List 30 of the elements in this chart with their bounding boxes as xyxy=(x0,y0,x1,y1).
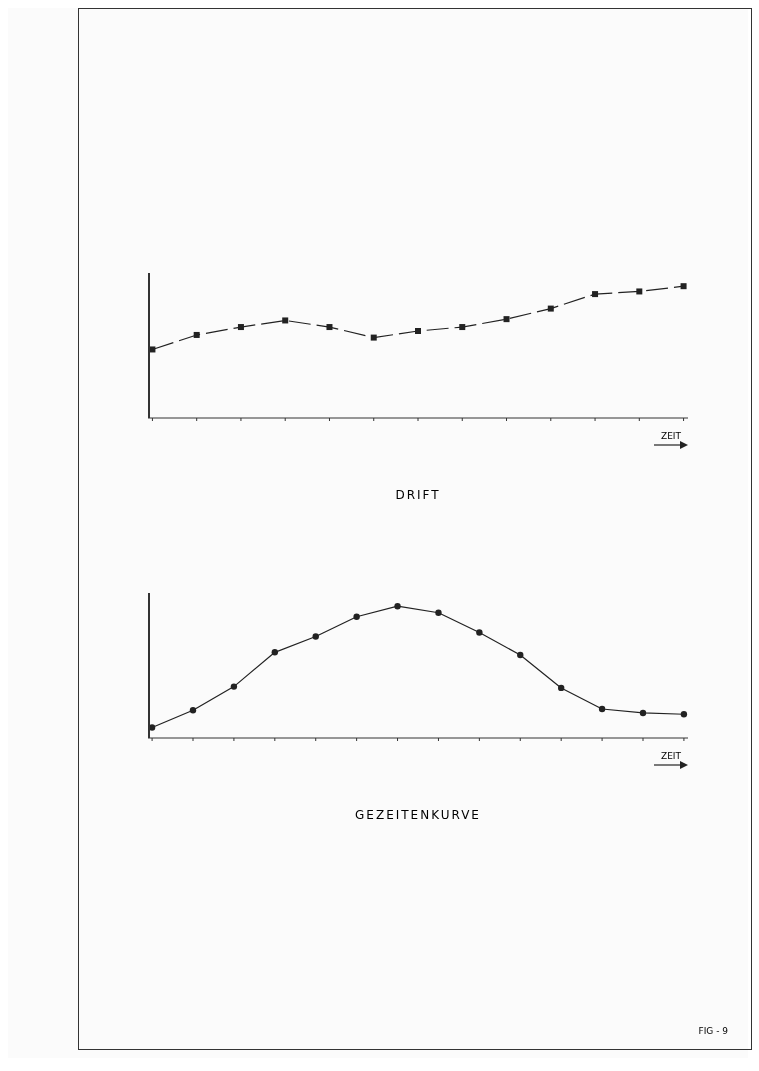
point xyxy=(230,683,238,690)
point xyxy=(415,328,421,334)
point xyxy=(459,324,466,331)
point xyxy=(370,334,377,341)
text: ZEIT xyxy=(660,431,682,441)
point xyxy=(435,609,442,616)
point xyxy=(189,707,197,714)
text: GEZEITENKURVE xyxy=(354,808,482,822)
point xyxy=(237,324,244,331)
point xyxy=(547,305,554,312)
point xyxy=(271,649,279,656)
point xyxy=(353,613,360,620)
point xyxy=(282,317,289,324)
point xyxy=(598,705,606,713)
point xyxy=(680,283,687,290)
point xyxy=(193,331,200,338)
text: FIG - 9 xyxy=(698,1026,728,1036)
point xyxy=(680,711,688,718)
point xyxy=(503,316,510,323)
point xyxy=(394,602,401,610)
point xyxy=(557,684,565,692)
point xyxy=(639,709,647,717)
point xyxy=(476,629,483,636)
point xyxy=(326,324,333,331)
point xyxy=(312,633,319,640)
text: ZEIT xyxy=(660,751,682,761)
point xyxy=(517,651,524,659)
point xyxy=(592,291,599,298)
text: DRIFT xyxy=(394,488,442,502)
point xyxy=(636,288,643,295)
